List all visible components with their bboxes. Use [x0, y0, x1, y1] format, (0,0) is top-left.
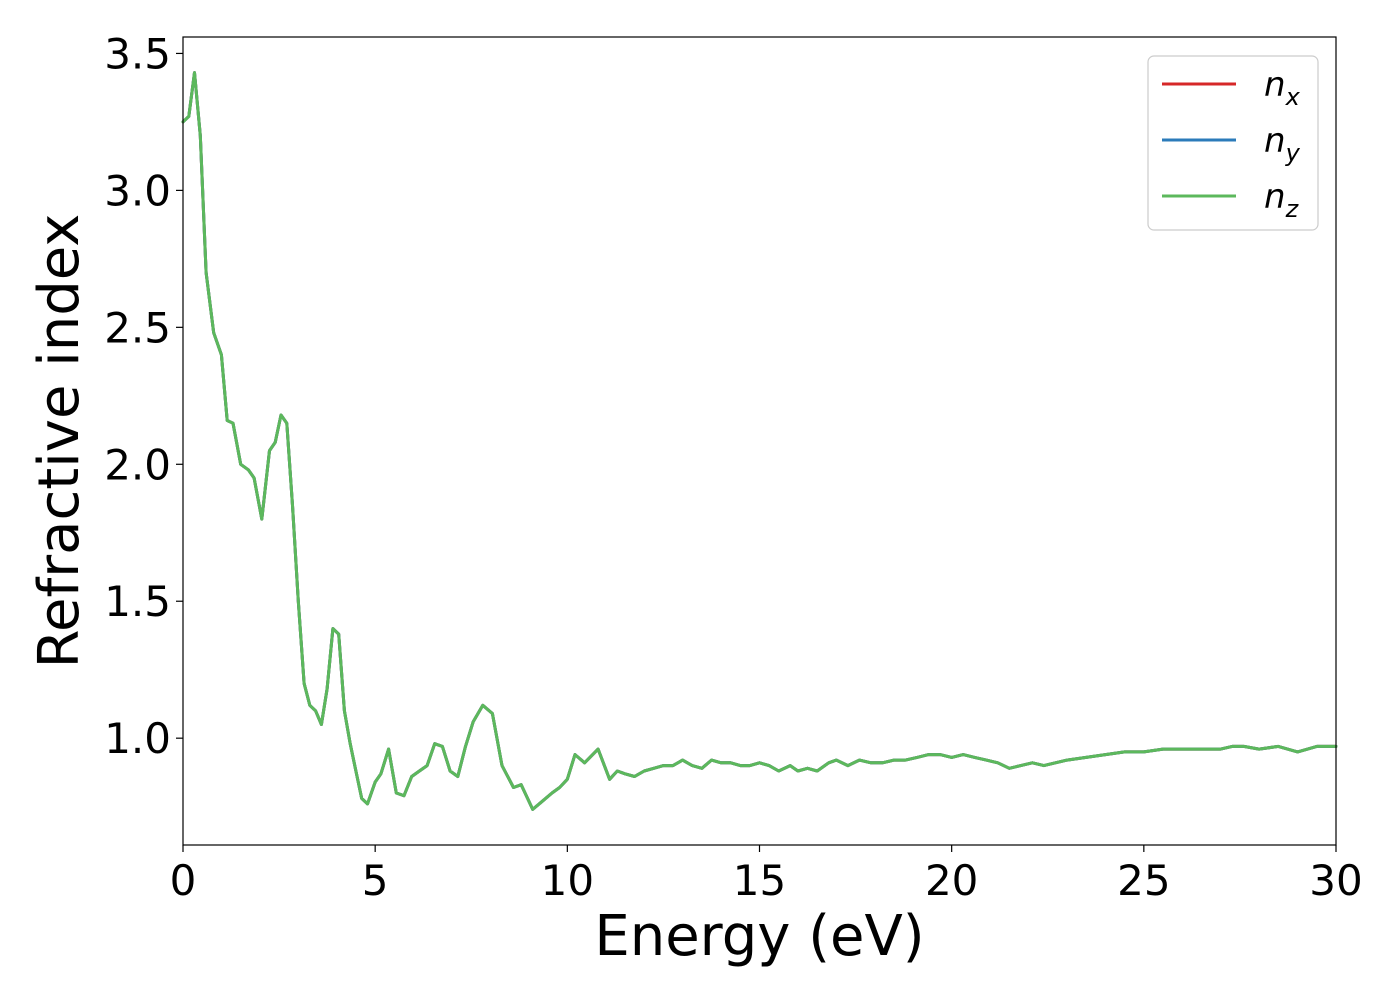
legend-subscript: x	[1285, 83, 1301, 111]
x-axis-label: Energy (eV)	[594, 904, 924, 969]
legend-subscript: z	[1285, 195, 1300, 223]
x-tick-label: 0	[170, 856, 197, 905]
y-tick-label: 1.0	[104, 714, 171, 763]
y-axis-label: Refractive index	[27, 214, 92, 669]
x-tick-label: 15	[733, 856, 786, 905]
x-tick-label: 5	[362, 856, 389, 905]
legend-box	[1147, 55, 1319, 231]
x-tick-label: 20	[925, 856, 978, 905]
y-tick-label: 3.5	[104, 29, 171, 78]
series-line-nz	[181, 71, 1338, 811]
y-tick-label: 2.5	[104, 303, 171, 352]
x-tick-label: 25	[1117, 856, 1170, 905]
x-tick-label: 30	[1309, 856, 1362, 905]
x-tick-label: 10	[541, 856, 594, 905]
y-axis-ticks: 1.0 1.5 2.0 2.5 3.0 3.5	[104, 29, 183, 763]
y-tick-label: 3.0	[104, 166, 171, 215]
series-layer	[181, 71, 1338, 811]
y-tick-label: 2.0	[104, 440, 171, 489]
x-axis-ticks: 0 5 10 15 20 25 30	[170, 845, 1363, 905]
legend-subscript: y	[1285, 139, 1301, 167]
y-tick-label: 1.5	[104, 577, 171, 626]
